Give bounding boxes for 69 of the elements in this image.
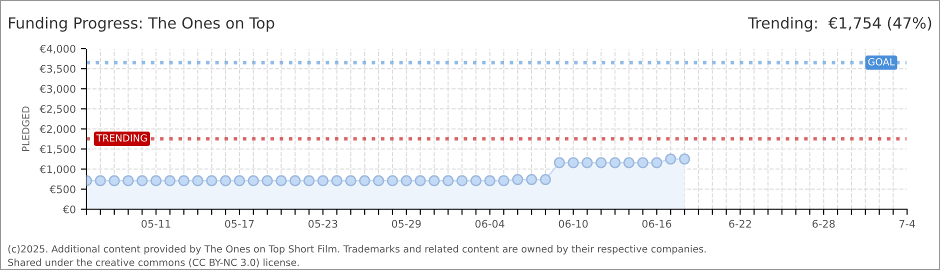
x-tick-label: 06-04 xyxy=(475,220,504,228)
point xyxy=(303,175,315,186)
y-tick-label: €4,000 xyxy=(40,44,76,54)
point xyxy=(470,175,482,186)
point xyxy=(400,175,412,186)
point xyxy=(582,157,593,168)
point xyxy=(234,175,246,186)
y-tick-label: €1,000 xyxy=(40,165,76,174)
point xyxy=(554,157,565,168)
x-tick-label: 05-17 xyxy=(225,220,254,228)
ref-line-label: TRENDING xyxy=(96,134,147,142)
point xyxy=(122,175,134,186)
y-tick-label: €500 xyxy=(50,185,76,194)
point xyxy=(609,157,621,168)
point xyxy=(345,175,356,186)
point xyxy=(164,175,176,186)
point xyxy=(290,175,301,186)
point xyxy=(206,175,218,186)
x-tick-label: 06-16 xyxy=(642,220,672,228)
point xyxy=(637,157,648,168)
ref-line-label: GOAL xyxy=(868,58,895,66)
x-tick-label: 6-28 xyxy=(812,220,835,228)
point xyxy=(568,157,579,168)
y-tick-label: €0 xyxy=(62,205,76,214)
point xyxy=(276,175,287,186)
point xyxy=(512,174,524,186)
point xyxy=(331,175,342,186)
y-tick-label: €2,500 xyxy=(40,105,76,114)
point xyxy=(317,175,328,186)
point xyxy=(94,175,106,186)
y-tick-label: €1,500 xyxy=(40,145,76,154)
point xyxy=(596,157,607,168)
point xyxy=(386,175,398,186)
point xyxy=(484,175,496,186)
point xyxy=(178,175,190,186)
point xyxy=(136,175,148,186)
point xyxy=(665,153,676,165)
x-tick-label: 06-10 xyxy=(558,220,588,228)
point xyxy=(150,175,162,186)
text: (c)2025. Additional content provided by The Ones on Top Short Film. Trademarks and related content are owned by their respective companies. xyxy=(8,245,706,254)
point xyxy=(414,175,426,186)
x-tick-label: 7-4 xyxy=(899,220,916,228)
point xyxy=(526,174,538,186)
point xyxy=(248,175,259,186)
point xyxy=(623,157,634,168)
x-tick-label: 6-22 xyxy=(729,220,751,228)
point xyxy=(456,175,468,186)
point xyxy=(108,175,120,186)
point xyxy=(220,175,232,186)
text: Shared under the creative commons (CC BY-NC 3.0) license. xyxy=(8,258,299,268)
chart-subtitle: Trending: €1,754 (47%) xyxy=(748,16,932,32)
y-axis-title: PLEDGED xyxy=(22,106,30,152)
chart-title: Funding Progress: The Ones on Top xyxy=(9,16,274,32)
point xyxy=(540,174,552,186)
point xyxy=(498,175,510,186)
point xyxy=(428,175,440,186)
y-tick-label: €3,000 xyxy=(40,84,76,94)
y-tick-label: €2,000 xyxy=(40,125,76,134)
point xyxy=(373,175,384,186)
point xyxy=(651,157,662,168)
x-tick-label: 05-23 xyxy=(308,220,338,228)
point xyxy=(679,153,690,165)
point xyxy=(442,175,454,186)
x-tick-label: 05-29 xyxy=(392,220,421,228)
y-tick-label: €3,500 xyxy=(40,64,76,74)
point xyxy=(192,175,204,186)
point xyxy=(359,175,370,186)
point xyxy=(262,175,273,186)
x-tick-label: 05-11 xyxy=(142,220,170,228)
